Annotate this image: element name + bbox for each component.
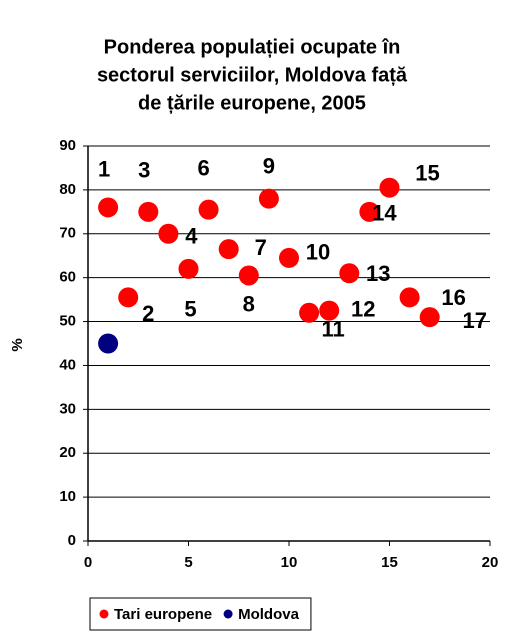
point xyxy=(299,302,320,323)
point xyxy=(419,307,440,328)
point xyxy=(359,201,380,222)
point-label: 4 xyxy=(185,224,198,249)
chart-title: Ponderea populației ocupate în xyxy=(104,36,401,58)
point xyxy=(399,287,420,308)
point xyxy=(339,263,360,284)
chart-title: de țările europene, 2005 xyxy=(138,92,366,114)
point xyxy=(178,258,199,279)
legend-label: Moldova xyxy=(238,606,299,623)
y-tick-label: 30 xyxy=(59,400,76,417)
point-label: 14 xyxy=(372,201,397,226)
point xyxy=(98,197,119,218)
point xyxy=(98,333,119,354)
point xyxy=(118,287,139,308)
point-label: 2 xyxy=(142,301,154,326)
x-tick-label: 10 xyxy=(281,554,298,571)
y-tick-label: 50 xyxy=(59,313,76,330)
legend-marker xyxy=(99,609,109,619)
point-label: 6 xyxy=(197,155,209,180)
point xyxy=(319,300,340,321)
point xyxy=(218,239,239,260)
point-label: 5 xyxy=(184,297,196,322)
y-tick-label: 40 xyxy=(59,356,76,373)
x-tick-label: 5 xyxy=(184,554,192,571)
y-tick-label: 70 xyxy=(59,225,76,242)
y-tick-label: 10 xyxy=(59,488,76,505)
y-tick-label: 20 xyxy=(59,444,76,461)
y-axis-label: % xyxy=(9,338,26,351)
point xyxy=(279,247,299,268)
point-label: 10 xyxy=(306,240,330,265)
x-tick-label: 20 xyxy=(482,554,499,571)
point-label: 3 xyxy=(138,158,150,183)
point xyxy=(238,265,259,286)
point-label: 12 xyxy=(351,296,375,321)
point-label: 8 xyxy=(243,291,255,316)
point-label: 1 xyxy=(98,156,110,181)
point xyxy=(158,223,179,244)
point-label: 17 xyxy=(462,308,486,333)
point-label: 15 xyxy=(415,161,439,186)
y-tick-label: 60 xyxy=(59,269,76,286)
legend-marker xyxy=(223,609,233,619)
point xyxy=(198,199,219,220)
legend-label: Tari europene xyxy=(114,606,212,623)
point-label: 9 xyxy=(263,153,275,178)
y-tick-label: 80 xyxy=(59,181,76,198)
point-label: 7 xyxy=(255,235,267,260)
point xyxy=(138,201,159,222)
point xyxy=(379,177,400,198)
chart-title: sectorul serviciilor, Moldova față xyxy=(97,64,408,86)
y-tick-label: 90 xyxy=(59,137,76,154)
point-label: 11 xyxy=(321,317,344,342)
legend-box xyxy=(89,597,312,631)
point-label: 13 xyxy=(366,261,390,286)
x-tick-label: 0 xyxy=(84,554,92,571)
x-tick-label: 15 xyxy=(381,554,398,571)
point xyxy=(258,188,279,209)
y-tick-label: 0 xyxy=(68,532,76,549)
point-label: 16 xyxy=(441,285,465,310)
